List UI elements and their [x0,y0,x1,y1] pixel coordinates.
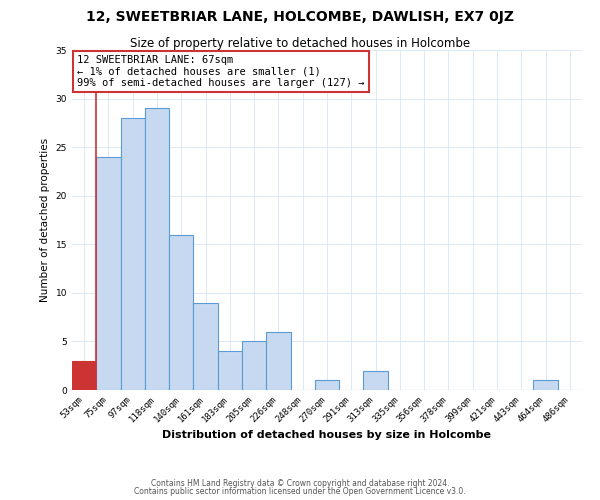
Text: 12 SWEETBRIAR LANE: 67sqm
← 1% of detached houses are smaller (1)
99% of semi-de: 12 SWEETBRIAR LANE: 67sqm ← 1% of detach… [77,55,365,88]
Y-axis label: Number of detached properties: Number of detached properties [40,138,50,302]
Bar [145,108,169,390]
Bar [364,370,388,390]
Bar [533,380,558,390]
Text: Contains public sector information licensed under the Open Government Licence v3: Contains public sector information licen… [134,487,466,496]
Bar [242,342,266,390]
Bar [96,157,121,390]
Bar [266,332,290,390]
Text: Contains HM Land Registry data © Crown copyright and database right 2024.: Contains HM Land Registry data © Crown c… [151,478,449,488]
Bar [72,361,96,390]
Bar [169,234,193,390]
Text: Size of property relative to detached houses in Holcombe: Size of property relative to detached ho… [130,38,470,51]
X-axis label: Distribution of detached houses by size in Holcombe: Distribution of detached houses by size … [163,430,491,440]
Bar [218,351,242,390]
Bar [121,118,145,390]
Text: 12, SWEETBRIAR LANE, HOLCOMBE, DAWLISH, EX7 0JZ: 12, SWEETBRIAR LANE, HOLCOMBE, DAWLISH, … [86,10,514,24]
Bar [193,302,218,390]
Bar [315,380,339,390]
